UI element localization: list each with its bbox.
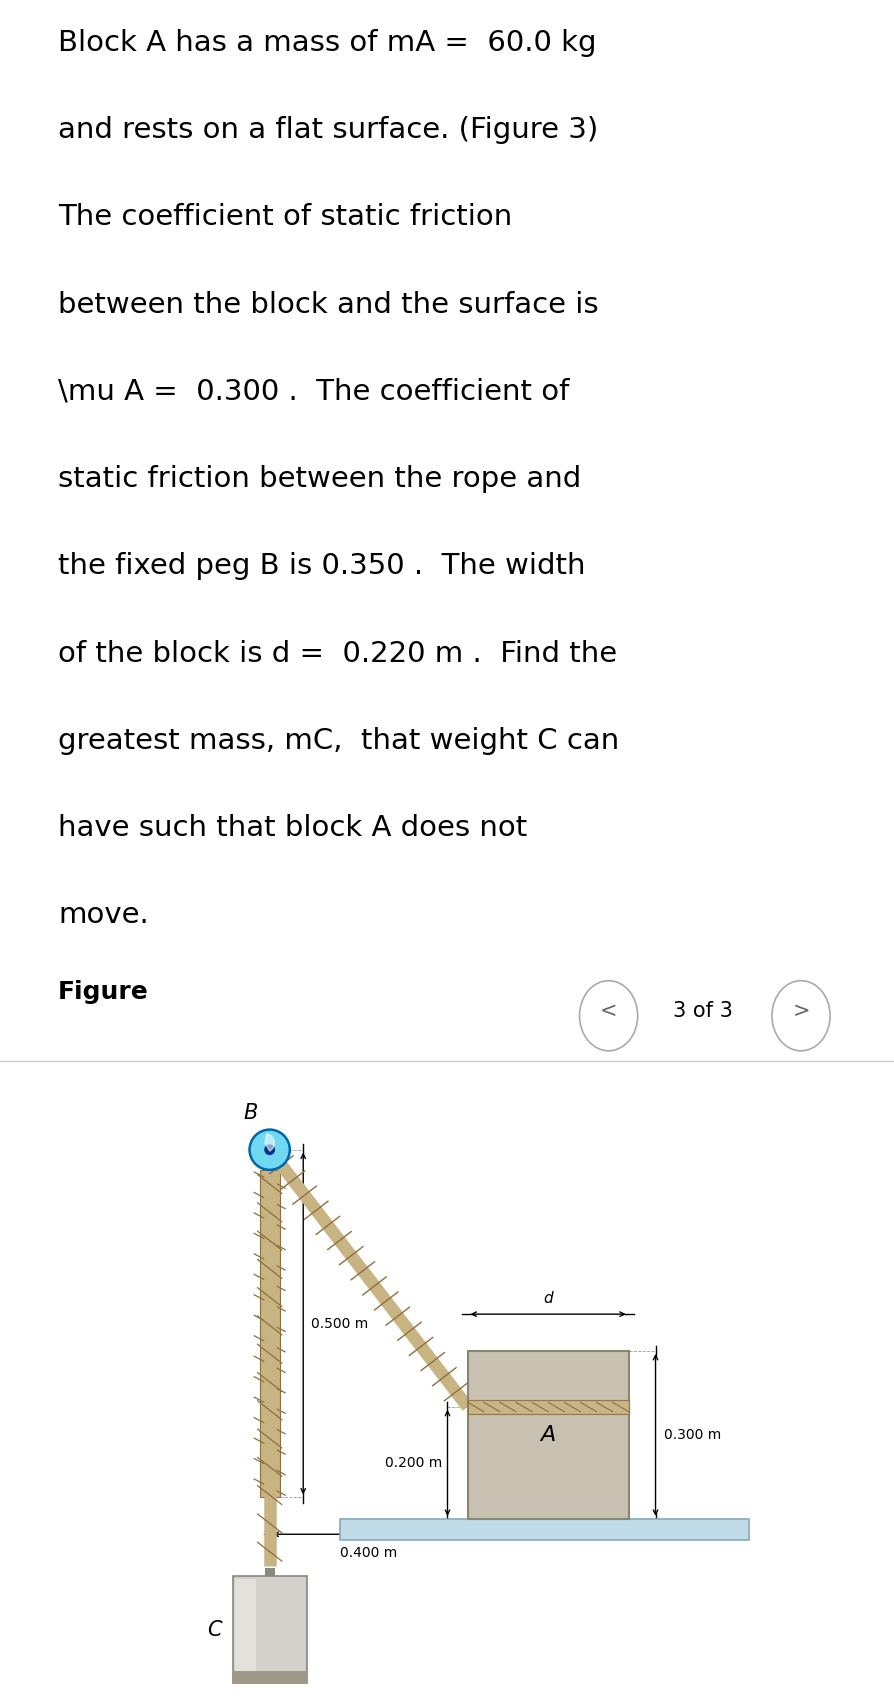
Text: 0.300 m: 0.300 m (662, 1428, 720, 1442)
Text: 0.500 m: 0.500 m (311, 1316, 368, 1331)
Text: A: A (540, 1425, 555, 1445)
Bar (340, 1518, 748, 1540)
Text: the fixed peg B is 0.350 .  The width: the fixed peg B is 0.350 . The width (58, 552, 585, 580)
Text: move.: move. (58, 901, 148, 930)
Text: and rests on a flat surface. (Figure 3): and rests on a flat surface. (Figure 3) (58, 116, 598, 144)
Text: 0.200 m: 0.200 m (384, 1455, 442, 1470)
Bar (235, 1579, 256, 1681)
Text: 3 of 3: 3 of 3 (672, 1001, 731, 1022)
Text: have such that block A does not: have such that block A does not (58, 814, 527, 842)
Text: static friction between the rope and: static friction between the rope and (58, 466, 581, 493)
Bar (467, 1352, 628, 1518)
Text: 0.400 m: 0.400 m (340, 1547, 397, 1561)
Bar (232, 1576, 307, 1683)
Text: B: B (243, 1103, 257, 1124)
Text: \mu A =  0.300 .  The coefficient of: \mu A = 0.300 . The coefficient of (58, 377, 569, 406)
Text: d: d (543, 1290, 552, 1306)
Text: Figure: Figure (58, 981, 148, 1005)
Text: Block A has a mass of mA =  60.0 kg: Block A has a mass of mA = 60.0 kg (58, 29, 596, 58)
Text: greatest mass, mC,  that weight C can: greatest mass, mC, that weight C can (58, 728, 619, 755)
Bar (232, 1671, 307, 1683)
Circle shape (265, 1146, 274, 1154)
Circle shape (249, 1129, 290, 1170)
Bar (467, 1399, 628, 1414)
Text: <: < (599, 1001, 617, 1022)
Bar (265, 1567, 274, 1576)
Text: between the block and the surface is: between the block and the surface is (58, 291, 598, 318)
Text: C: C (207, 1620, 221, 1639)
Text: of the block is d =  0.220 m .  Find the: of the block is d = 0.220 m . Find the (58, 639, 617, 668)
Text: The coefficient of static friction: The coefficient of static friction (58, 204, 512, 231)
Wedge shape (265, 1134, 274, 1151)
Bar (259, 1170, 280, 1498)
Text: >: > (791, 1001, 809, 1022)
